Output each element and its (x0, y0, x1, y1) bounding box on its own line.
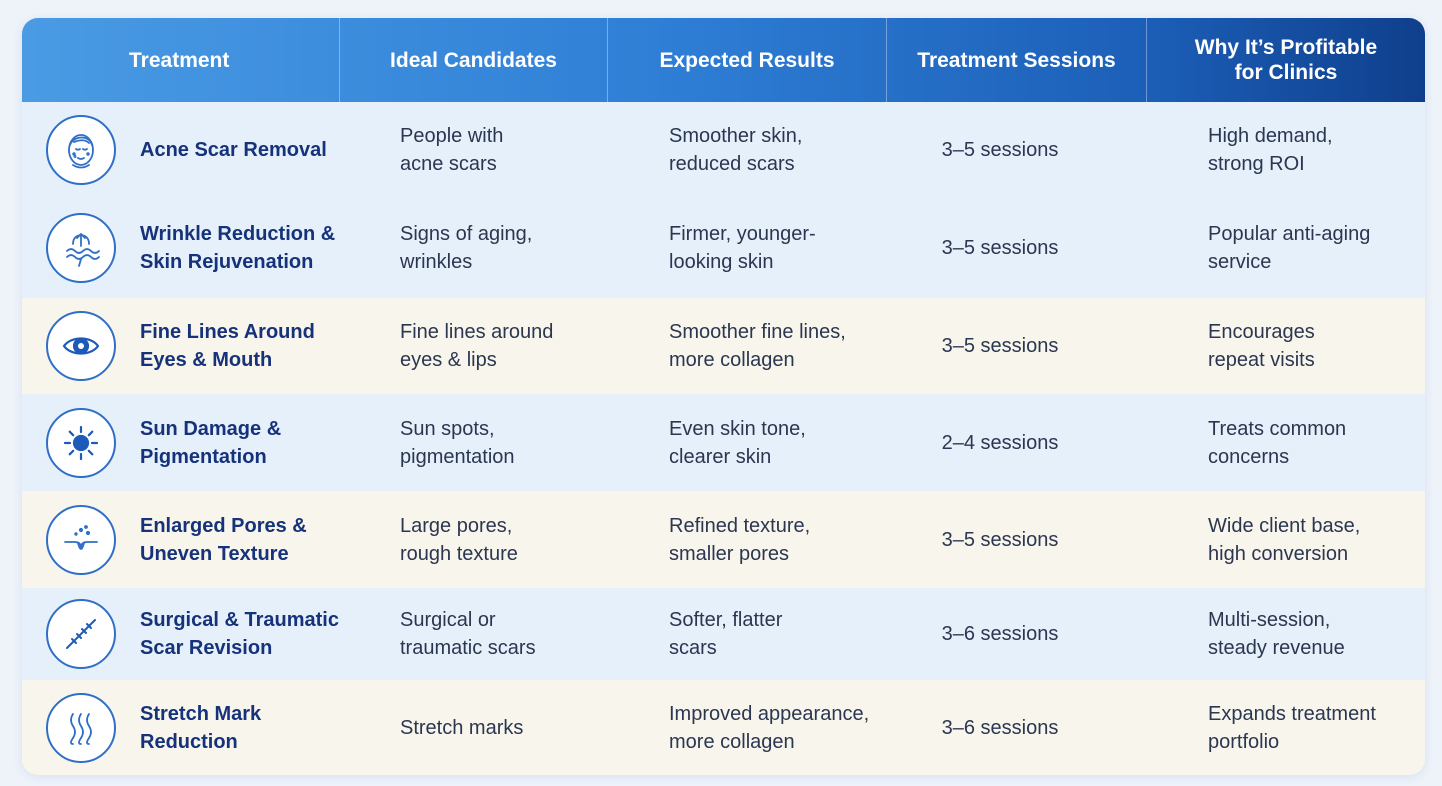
candidates-cell: Stretch marks (400, 716, 524, 739)
treatment-cell: Enlarged Pores & Uneven Texture (22, 504, 340, 575)
treatment-cell: Wrinkle Reduction & Skin Rejuvenation (22, 213, 340, 283)
sessions-cell: 3–5 sessions (941, 528, 1059, 551)
sessions-cell: 2–4 sessions (941, 431, 1059, 454)
results-cell: Even skin tone, clearer skin (669, 417, 806, 468)
sessions-cell: 3–6 sessions (941, 716, 1059, 739)
table-body: Acne Scar Removal People with acne scars… (22, 102, 1425, 775)
header-ideal-candidates: Ideal Candidates (340, 18, 608, 102)
why-cell: High demand, strong ROI (1208, 125, 1333, 175)
sessions-cell: 3–6 sessions (941, 623, 1059, 645)
table-row: Fine Lines Around Eyes & Mouth Fine line… (22, 298, 1425, 394)
candidates-cell: People with acne scars (400, 125, 504, 175)
results-cell: Smoother skin, reduced scars (669, 125, 803, 175)
table-header: Treatment Ideal Candidates Expected Resu… (22, 18, 1425, 102)
table-row: Enlarged Pores & Uneven Texture Large po… (22, 491, 1425, 588)
treatment-name: Surgical & Traumatic Scar Revision (140, 609, 339, 659)
treatment-name: Sun Damage & Pigmentation (140, 417, 282, 468)
header-why-profitable: Why It’s Profitable for Clinics (1194, 36, 1378, 84)
results-cell: Refined texture, smaller pores (669, 514, 811, 565)
treatment-cell: Surgical & Traumatic Scar Revision (22, 599, 340, 669)
treatment-cell: Fine Lines Around Eyes & Mouth (22, 311, 340, 381)
table-row: Wrinkle Reduction & Skin Rejuvenation Si… (22, 198, 1425, 298)
table-row: Stretch Mark Reduction Stretch marks Imp… (22, 680, 1425, 775)
scar-stitch-icon (46, 599, 116, 669)
header-expected-results: Expected Results (608, 18, 887, 102)
treatment-cell: Stretch Mark Reduction (22, 692, 340, 763)
why-cell: Multi-session, steady revenue (1208, 609, 1345, 659)
why-cell: Expands treatment portfolio (1208, 702, 1376, 753)
candidates-cell: Large pores, rough texture (400, 514, 518, 565)
treatment-cell: Acne Scar Removal (22, 115, 340, 185)
candidates-cell: Surgical or traumatic scars (400, 609, 536, 659)
table-row: Acne Scar Removal People with acne scars… (22, 102, 1425, 198)
header-treatment: Treatment (22, 18, 340, 102)
header-treatment-sessions: Treatment Sessions (887, 18, 1147, 102)
treatment-name: Wrinkle Reduction & Skin Rejuvenation (140, 223, 336, 273)
results-cell: Smoother fine lines, more collagen (669, 321, 846, 371)
results-cell: Firmer, younger- looking skin (669, 223, 816, 273)
skin-lift-icon (46, 213, 116, 283)
sessions-cell: 3–5 sessions (941, 335, 1059, 357)
pore-icon (46, 504, 116, 575)
why-cell: Treats common concerns (1208, 417, 1347, 468)
treatment-name: Enlarged Pores & Uneven Texture (140, 514, 307, 565)
candidates-cell: Sun spots, pigmentation (400, 417, 515, 468)
results-cell: Softer, flatter scars (669, 609, 783, 659)
eye-icon (46, 311, 116, 381)
candidates-cell: Signs of aging, wrinkles (400, 223, 533, 273)
face-icon (46, 115, 116, 185)
treatment-name: Stretch Mark Reduction (140, 702, 262, 753)
why-cell: Wide client base, high conversion (1208, 514, 1361, 565)
table-row: Surgical & Traumatic Scar Revision Surgi… (22, 588, 1425, 680)
results-cell: Improved appearance, more collagen (669, 702, 870, 753)
sun-icon (46, 407, 116, 478)
sessions-cell: 3–5 sessions (941, 139, 1059, 161)
treatment-table: Treatment Ideal Candidates Expected Resu… (22, 18, 1425, 775)
wavy-lines-icon (46, 692, 116, 763)
why-cell: Popular anti-aging service (1208, 223, 1371, 273)
candidates-cell: Fine lines around eyes & lips (400, 321, 554, 371)
why-cell: Encourages repeat visits (1208, 321, 1315, 371)
treatment-name: Fine Lines Around Eyes & Mouth (140, 321, 315, 371)
treatment-name: Acne Scar Removal (140, 139, 327, 161)
table-row: Sun Damage & Pigmentation Sun spots, pig… (22, 394, 1425, 491)
sessions-cell: 3–5 sessions (941, 237, 1059, 259)
treatment-cell: Sun Damage & Pigmentation (22, 407, 340, 478)
